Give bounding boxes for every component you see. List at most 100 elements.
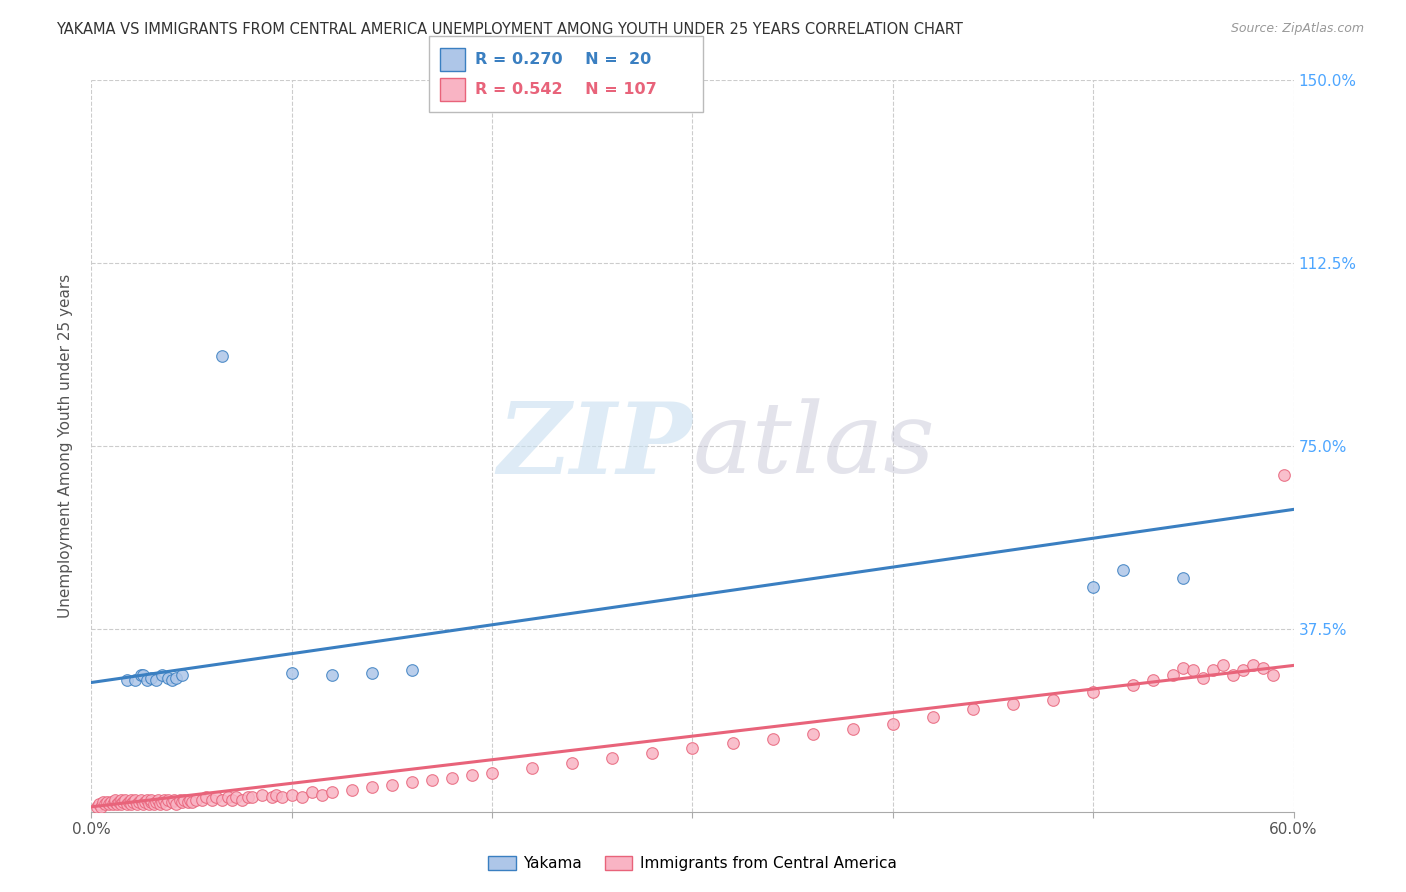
Point — [138, 797, 160, 812]
Point — [922, 709, 945, 723]
Point — [145, 673, 167, 687]
Point — [134, 795, 156, 809]
Point — [801, 727, 824, 741]
Point — [132, 797, 155, 812]
Point — [112, 795, 135, 809]
Point — [481, 765, 503, 780]
Point — [1202, 663, 1225, 677]
Point — [1232, 663, 1254, 677]
Point — [401, 663, 423, 677]
Point — [321, 785, 343, 799]
Point — [1001, 698, 1024, 712]
Point — [1263, 668, 1285, 682]
Point — [281, 665, 304, 680]
Point — [522, 761, 544, 775]
Point — [94, 797, 117, 812]
Point — [962, 702, 984, 716]
Point — [127, 797, 149, 812]
Point — [340, 782, 363, 797]
Point — [169, 792, 191, 806]
Point — [360, 665, 382, 680]
Point — [260, 790, 283, 805]
Y-axis label: Unemployment Among Youth under 25 years: Unemployment Among Youth under 25 years — [58, 274, 73, 618]
Point — [561, 756, 583, 770]
Point — [110, 797, 132, 812]
Point — [180, 795, 202, 809]
Point — [98, 797, 121, 812]
Point — [190, 792, 212, 806]
Text: atlas: atlas — [692, 399, 935, 493]
Point — [131, 668, 153, 682]
Point — [121, 797, 143, 812]
Point — [155, 797, 177, 812]
Point — [136, 673, 159, 687]
Point — [152, 792, 174, 806]
Point — [1142, 673, 1164, 687]
Point — [194, 790, 217, 805]
Point — [270, 790, 292, 805]
Point — [86, 800, 108, 814]
Point — [136, 792, 159, 806]
Point — [1212, 658, 1234, 673]
Point — [1272, 468, 1295, 483]
Point — [145, 795, 167, 809]
Point — [104, 795, 127, 809]
Point — [117, 797, 139, 812]
Point — [122, 795, 145, 809]
Point — [103, 797, 125, 812]
Point — [1122, 678, 1144, 692]
Point — [250, 788, 273, 802]
Text: YAKAMA VS IMMIGRANTS FROM CENTRAL AMERICA UNEMPLOYMENT AMONG YOUTH UNDER 25 YEAR: YAKAMA VS IMMIGRANTS FROM CENTRAL AMERIC… — [56, 22, 963, 37]
Text: Source: ZipAtlas.com: Source: ZipAtlas.com — [1230, 22, 1364, 36]
Point — [440, 771, 463, 785]
Text: R = 0.270    N =  20: R = 0.270 N = 20 — [475, 53, 651, 67]
Point — [841, 722, 863, 736]
Point — [301, 785, 323, 799]
Point — [176, 795, 198, 809]
Point — [217, 790, 239, 805]
Point — [1163, 668, 1185, 682]
Point — [117, 673, 139, 687]
Point — [128, 795, 150, 809]
Point — [1173, 571, 1195, 585]
Point — [1243, 658, 1265, 673]
Point — [162, 792, 184, 806]
Point — [311, 788, 333, 802]
Point — [211, 792, 233, 806]
Point — [121, 792, 143, 806]
Point — [201, 792, 224, 806]
Point — [1182, 663, 1205, 677]
Point — [236, 790, 259, 805]
Point — [150, 795, 173, 809]
Point — [156, 792, 179, 806]
Point — [100, 795, 122, 809]
Point — [1253, 661, 1275, 675]
Point — [681, 741, 703, 756]
Point — [132, 668, 155, 682]
Point — [156, 671, 179, 685]
Point — [142, 797, 165, 812]
Point — [225, 790, 247, 805]
Point — [114, 792, 136, 806]
Point — [141, 671, 163, 685]
Point — [264, 788, 287, 802]
Point — [148, 797, 170, 812]
Point — [281, 788, 304, 802]
Point — [179, 792, 201, 806]
Point — [641, 746, 664, 760]
Point — [221, 792, 243, 806]
Text: R = 0.542    N = 107: R = 0.542 N = 107 — [475, 82, 657, 96]
Point — [141, 795, 163, 809]
Point — [231, 792, 253, 806]
Point — [1192, 671, 1215, 685]
Point — [107, 797, 129, 812]
Point — [141, 792, 163, 806]
Point — [165, 671, 187, 685]
Text: ZIP: ZIP — [498, 398, 692, 494]
Point — [762, 731, 785, 746]
Point — [93, 795, 115, 809]
Point — [381, 778, 404, 792]
Point — [170, 795, 193, 809]
Point — [118, 795, 141, 809]
Point — [89, 797, 111, 812]
